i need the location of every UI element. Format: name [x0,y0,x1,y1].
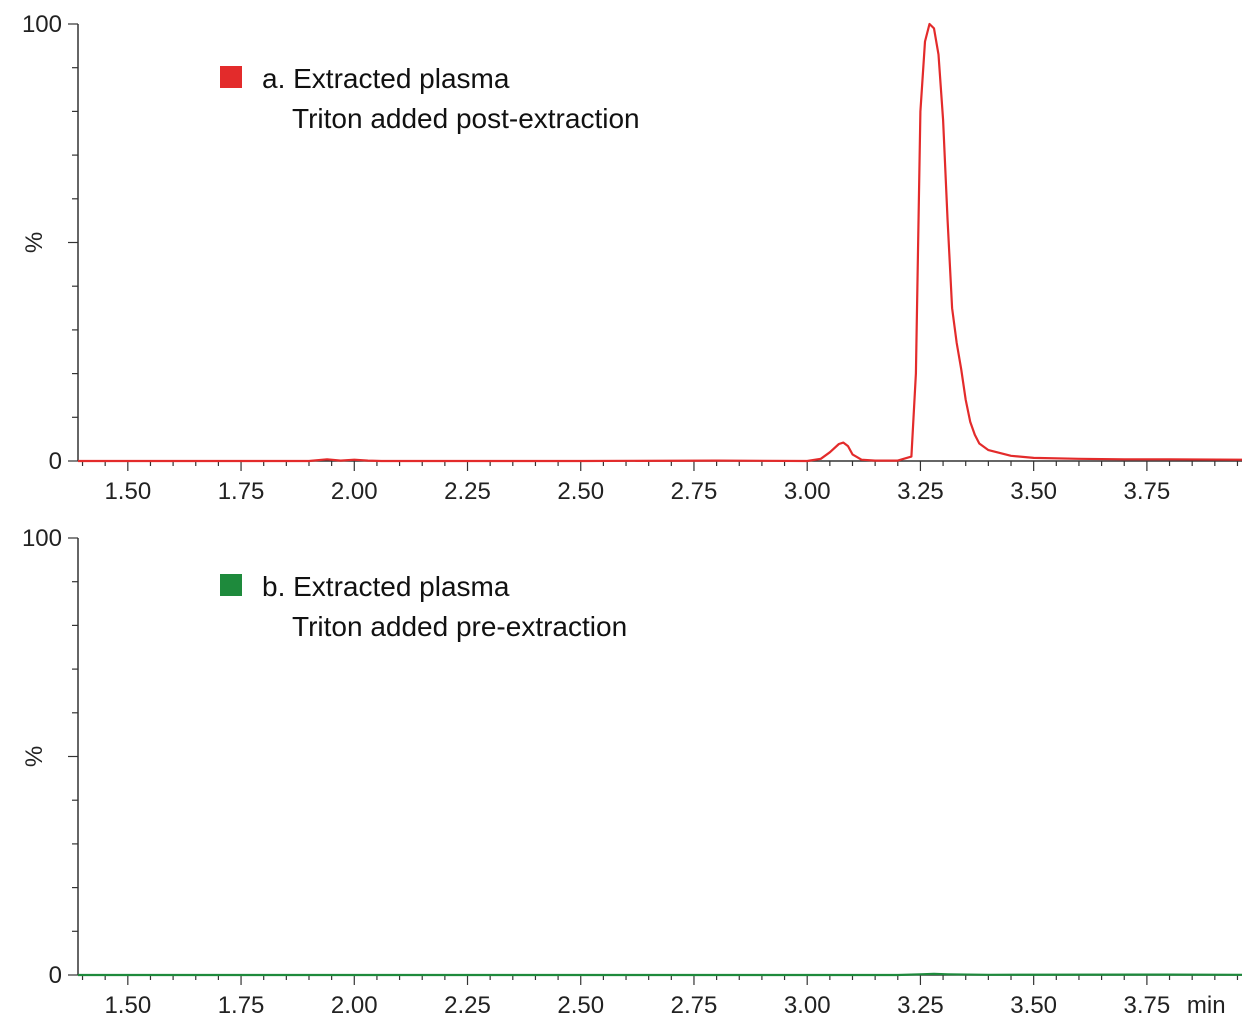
legend-label-line1: a. Extracted plasma [262,63,510,94]
y-axis-label: % [21,232,48,253]
chart-panel-b: 0 100% 1.50 1.75 2.00 2.25 2.50 2.75 3.00 3.25 3.5… [21,525,1243,1019]
x-tick-label: 2.00 [331,478,378,505]
chart-panel-a: 0 100% 1.50 1.75 2.00 2.25 2.50 2.75 3.00 3.25 3.5… [21,11,1243,505]
x-tick-label: 2.75 [671,992,718,1019]
x-tick-label: 2.25 [444,478,491,505]
x-tick-label: 3.25 [897,992,944,1019]
x-tick-label: 1.75 [218,478,265,505]
legend-swatch [220,66,242,88]
x-tick-label: 2.25 [444,992,491,1019]
x-tick-label: 1.50 [104,478,151,505]
x-tick-label: 2.75 [671,478,718,505]
legend-label-line2: Triton added post-extraction [292,103,640,134]
x-tick-label: 2.50 [557,992,604,1019]
legend-swatch [220,574,242,596]
y-tick-label: 100 [22,525,62,552]
x-tick-label: 2.50 [557,478,604,505]
legend-label-line1: b. Extracted plasma [262,571,510,602]
y-tick-label: 0 [49,962,62,989]
y-tick-label: 100 [22,11,62,38]
x-unit-label: min [1187,992,1226,1019]
series-line [78,972,1243,977]
x-tick-label: 1.75 [218,992,265,1019]
x-tick-label: 3.75 [1124,478,1171,505]
x-tick-label: 2.00 [331,992,378,1019]
x-tick-label: 3.50 [1010,478,1057,505]
x-tick-label: 3.00 [784,992,831,1019]
x-tick-label: 3.00 [784,478,831,505]
series-line [78,22,1243,463]
x-tick-label: 3.50 [1010,992,1057,1019]
x-tick-label: 3.75 [1124,992,1171,1019]
legend-label-line2: Triton added pre-extraction [292,611,627,642]
y-axis-label: % [21,746,48,767]
y-tick-label: 0 [49,448,62,475]
x-tick-label: 3.25 [897,478,944,505]
x-tick-label: 1.50 [104,992,151,1019]
